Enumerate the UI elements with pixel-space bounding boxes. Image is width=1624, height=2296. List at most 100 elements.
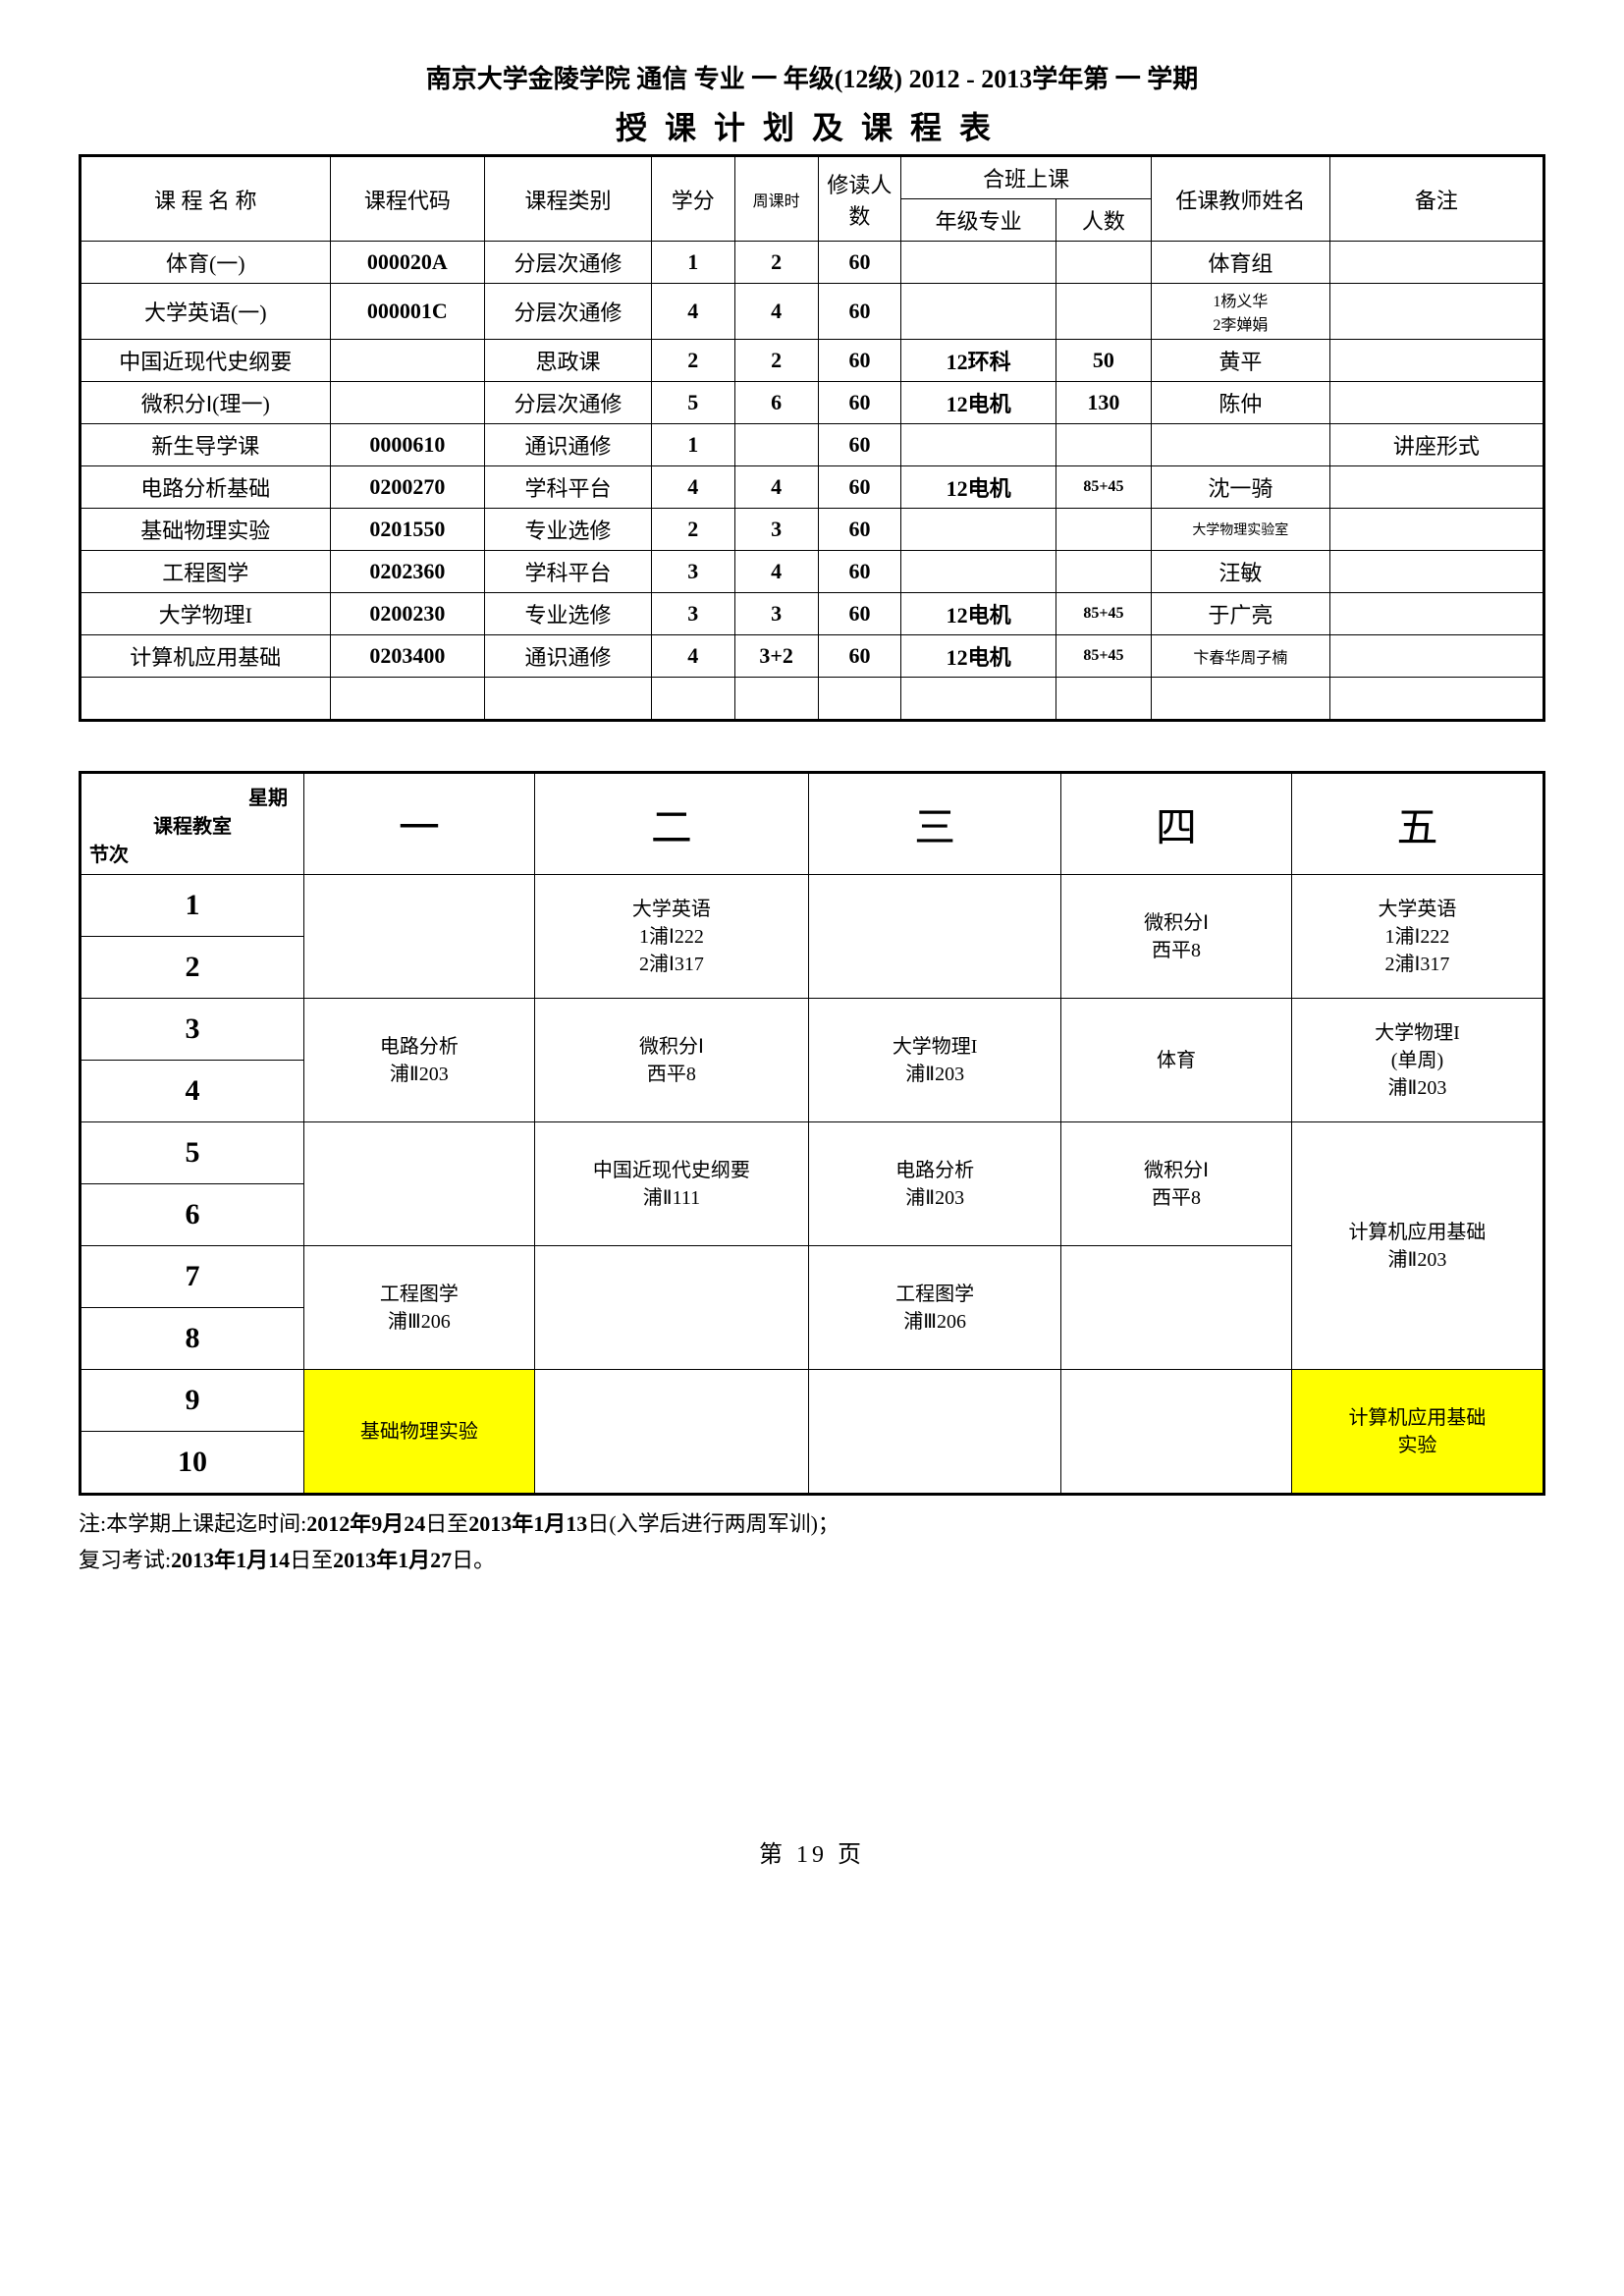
cell-p34-d4: 体育 (1061, 999, 1292, 1122)
cell-p12-d2: 大学英语1浦Ⅰ2222浦Ⅰ317 (534, 875, 808, 999)
course-cell: 体育(一) (81, 242, 331, 284)
course-cell: 3 (734, 509, 818, 551)
course-cell: 0200270 (330, 466, 485, 509)
day-4: 四 (1061, 773, 1292, 875)
th-credits: 学分 (651, 156, 734, 242)
course-cell: 2 (651, 509, 734, 551)
cell-p12-d3 (809, 875, 1061, 999)
th-count: 人数 (1056, 199, 1151, 242)
course-cell: 60 (818, 424, 901, 466)
course-row: 基础物理实验0201550专业选修2360大学物理实验室 (81, 509, 1544, 551)
th-teacher: 任课教师姓名 (1151, 156, 1329, 242)
page-number: 第 19 页 (79, 1834, 1545, 1869)
course-cell: 1 (651, 242, 734, 284)
course-cell: 陈仲 (1151, 382, 1329, 424)
course-cell: 000001C (330, 284, 485, 340)
course-cell: 分层次通修 (485, 242, 652, 284)
cell-p910-d1: 基础物理实验 (304, 1370, 535, 1495)
course-cell: 计算机应用基础 (81, 635, 331, 678)
course-cell: 大学英语(一) (81, 284, 331, 340)
cell-p34-d2: 微积分Ⅰ西平8 (534, 999, 808, 1122)
note1-prefix: 注:本学期上课起迄时间: (79, 1511, 306, 1536)
th-hours: 周课时 (734, 156, 818, 242)
period-9: 9 (81, 1370, 304, 1432)
course-cell: 3+2 (734, 635, 818, 678)
course-cell: 黄平 (1151, 340, 1329, 382)
course-cell: 12环科 (901, 340, 1056, 382)
course-cell: 60 (818, 509, 901, 551)
course-cell: 0201550 (330, 509, 485, 551)
course-cell: 60 (818, 340, 901, 382)
cell-p56-d5: 计算机应用基础浦Ⅱ203 (1291, 1122, 1543, 1370)
period-10: 10 (81, 1432, 304, 1495)
course-cell (1329, 635, 1543, 678)
cell-p56-d4: 微积分Ⅰ西平8 (1061, 1122, 1292, 1246)
course-row: 新生导学课0000610通识通修160讲座形式 (81, 424, 1544, 466)
cell-p78-d1: 工程图学浦Ⅲ206 (304, 1246, 535, 1370)
note2-bold2: 2013年1月27 (333, 1548, 452, 1572)
note1-bold: 2012年9月24 (306, 1511, 425, 1536)
course-cell (81, 678, 331, 721)
schedule-table: 星期 课程教室 节次 一 二 三 四 五 1 大学英语1浦Ⅰ2222浦Ⅰ317 … (79, 771, 1545, 1496)
cell-p910-d3 (809, 1370, 1061, 1495)
course-cell (901, 242, 1056, 284)
cell-p910-d4 (1061, 1370, 1292, 1495)
course-cell: 学科平台 (485, 551, 652, 593)
course-row: 电路分析基础0200270学科平台446012电机85+45沈一骑 (81, 466, 1544, 509)
course-cell: 60 (818, 382, 901, 424)
cell-p34-d1: 电路分析浦Ⅱ203 (304, 999, 535, 1122)
course-cell: 12电机 (901, 593, 1056, 635)
course-cell: 4 (734, 551, 818, 593)
note1-mid: 日至 (425, 1511, 468, 1536)
course-cell (1329, 509, 1543, 551)
cell-p78-d2 (534, 1246, 808, 1370)
course-row: 工程图学0202360学科平台3460汪敏 (81, 551, 1544, 593)
course-cell: 4 (651, 466, 734, 509)
course-cell (1329, 382, 1543, 424)
course-row: 大学物理I0200230专业选修336012电机85+45于广亮 (81, 593, 1544, 635)
note1-suffix: 日(入学后进行两周军训)； (587, 1511, 839, 1536)
course-cell: 60 (818, 466, 901, 509)
course-cell: 000020A (330, 242, 485, 284)
note2-mid: 日至 (290, 1548, 333, 1572)
course-cell: 85+45 (1056, 466, 1151, 509)
cell-p910-d5: 计算机应用基础实验 (1291, 1370, 1543, 1495)
cell-p56-d3: 电路分析浦Ⅱ203 (809, 1122, 1061, 1246)
course-cell: 130 (1056, 382, 1151, 424)
course-cell (485, 678, 652, 721)
corner-period: 节次 (89, 839, 296, 867)
cell-p56-d1 (304, 1122, 535, 1246)
th-grade-major: 年级专业 (901, 199, 1056, 242)
course-cell: 85+45 (1056, 635, 1151, 678)
note1-bold2: 2013年1月13 (468, 1511, 587, 1536)
cell-p34-d5: 大学物理I(单周)浦Ⅱ203 (1291, 999, 1543, 1122)
course-cell (330, 340, 485, 382)
course-cell (1151, 678, 1329, 721)
course-cell: 1 (651, 424, 734, 466)
schedule-corner: 星期 课程教室 节次 (81, 773, 304, 875)
course-cell: 汪敏 (1151, 551, 1329, 593)
period-2: 2 (81, 937, 304, 999)
period-6: 6 (81, 1184, 304, 1246)
course-cell: 50 (1056, 340, 1151, 382)
course-cell (1056, 509, 1151, 551)
course-cell (901, 509, 1056, 551)
course-cell: 1杨义华2李婵娟 (1151, 284, 1329, 340)
corner-weekday: 星期 (89, 782, 296, 810)
course-cell: 4 (734, 466, 818, 509)
course-cell: 于广亮 (1151, 593, 1329, 635)
note2-suffix: 日。 (452, 1548, 495, 1572)
page-subtitle: 授课计划及课程表 (79, 103, 1545, 148)
course-cell: 0203400 (330, 635, 485, 678)
course-cell: 60 (818, 242, 901, 284)
course-cell: 沈一骑 (1151, 466, 1329, 509)
course-cell: 12电机 (901, 635, 1056, 678)
note2-prefix: 复习考试: (79, 1548, 171, 1572)
course-cell: 通识通修 (485, 635, 652, 678)
th-code: 课程代码 (330, 156, 485, 242)
course-cell: 大学物理I (81, 593, 331, 635)
course-cell (1329, 593, 1543, 635)
course-row: 微积分Ⅰ(理一)分层次通修566012电机130陈仲 (81, 382, 1544, 424)
course-cell: 5 (651, 382, 734, 424)
course-row: 计算机应用基础0203400通识通修43+26012电机85+45卞春华周子楠 (81, 635, 1544, 678)
